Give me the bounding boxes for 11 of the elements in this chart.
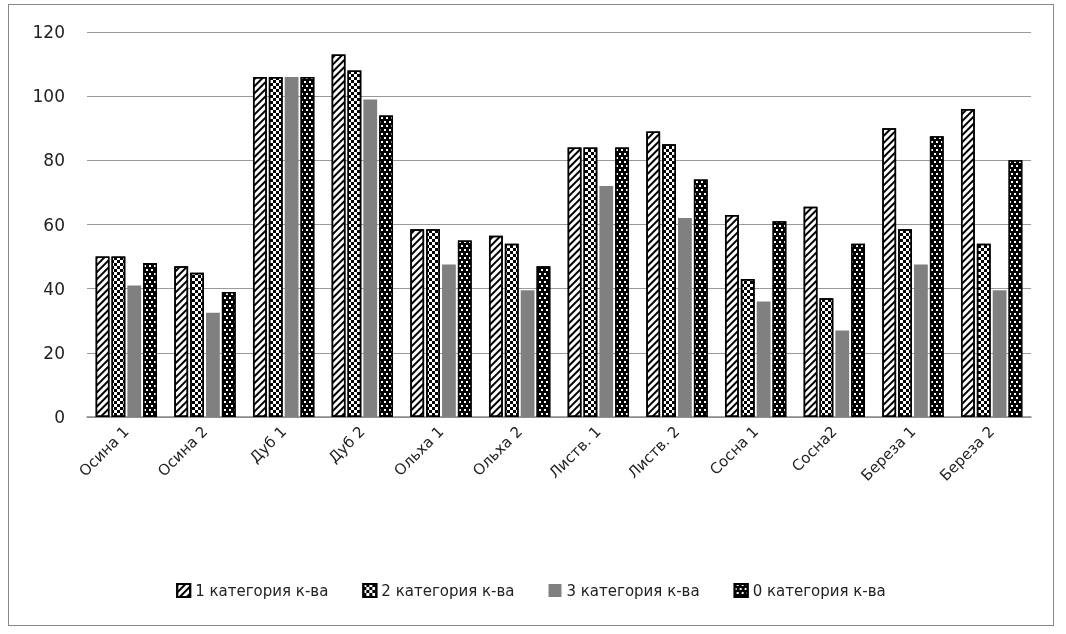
y-tick-label: 0 — [54, 407, 65, 427]
y-tick-label: 100 — [32, 86, 65, 107]
legend-label: 3 категория к-ва — [566, 581, 700, 600]
legend-label: 0 категория к-ва — [752, 581, 886, 600]
legend-label: 1 категория к-ва — [195, 581, 329, 600]
y-tick-label: 120 — [32, 22, 65, 42]
y-tick-label: 60 — [43, 214, 65, 235]
y-tick-label: 80 — [43, 150, 65, 171]
y-tick-label: 20 — [43, 342, 65, 363]
y-tick-label: 40 — [43, 278, 65, 299]
legend-label: 2 категория к-ва — [381, 581, 515, 600]
